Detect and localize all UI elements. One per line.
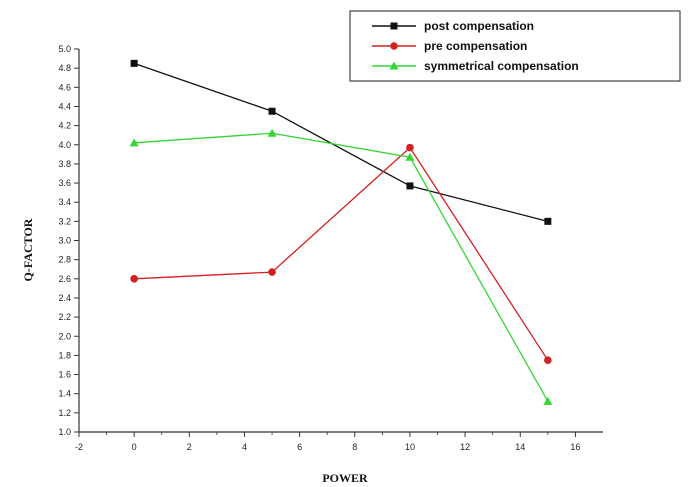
y-tick-label: 4.8 bbox=[58, 63, 71, 73]
y-tick-label: 1.4 bbox=[58, 389, 71, 399]
legend-entry-symmetrical-compensation: symmetrical compensation bbox=[372, 59, 579, 73]
x-axis-title: POWER bbox=[322, 471, 368, 485]
x-tick-label: 16 bbox=[570, 442, 580, 452]
y-tick-label: 4.4 bbox=[58, 101, 71, 111]
series-line-pre-compensation bbox=[134, 146, 549, 361]
data-point-pre-compensation bbox=[268, 268, 276, 276]
legend-marker bbox=[390, 42, 398, 50]
y-tick-label: 5.0 bbox=[58, 44, 71, 54]
data-point-symmetrical-compensation bbox=[405, 152, 415, 161]
data-point-pre-compensation bbox=[130, 275, 138, 283]
y-tick-label: 1.2 bbox=[58, 408, 71, 418]
y-tick-label: 3.4 bbox=[58, 197, 71, 207]
legend-label: pre compensation bbox=[424, 39, 527, 53]
series-line-symmetrical-compensation bbox=[134, 132, 549, 402]
x-axis-ticks: -2 0 2 4 6 8 10 12 14 16 bbox=[75, 432, 580, 452]
y-tick-label: 3.2 bbox=[58, 216, 71, 226]
y-tick-label: 1.8 bbox=[58, 350, 71, 360]
chart-axes bbox=[78, 49, 603, 433]
x-tick-label: 6 bbox=[297, 442, 302, 452]
x-tick-label: 8 bbox=[352, 442, 357, 452]
series-layer bbox=[129, 59, 553, 405]
x-tick-label: 12 bbox=[460, 442, 470, 452]
data-point-post-compensation bbox=[268, 107, 276, 115]
data-point-post-compensation bbox=[130, 59, 138, 67]
legend-entry-pre-compensation: pre compensation bbox=[372, 39, 527, 53]
x-tick-label: 10 bbox=[405, 442, 415, 452]
legend-marker bbox=[389, 61, 399, 70]
series-line-post-compensation bbox=[133, 62, 549, 222]
data-point-symmetrical-compensation bbox=[543, 396, 553, 405]
y-tick-label: 1.0 bbox=[58, 427, 71, 437]
y-tick-label: 2.2 bbox=[58, 312, 71, 322]
y-tick-label: 3.0 bbox=[58, 236, 71, 246]
series-post-compensation bbox=[130, 59, 552, 225]
data-point-symmetrical-compensation bbox=[267, 128, 277, 137]
y-tick-label: 2.0 bbox=[58, 331, 71, 341]
series-symmetrical-compensation bbox=[129, 128, 553, 405]
y-tick-label: 3.8 bbox=[58, 159, 71, 169]
x-tick-label: 0 bbox=[132, 442, 137, 452]
y-tick-label: 2.4 bbox=[58, 293, 71, 303]
y-tick-label: 1.6 bbox=[58, 370, 71, 380]
data-point-pre-compensation bbox=[406, 143, 414, 152]
legend-entry-post-compensation: post compensation bbox=[372, 19, 534, 33]
y-tick-label: 4.2 bbox=[58, 121, 71, 131]
legend-label: symmetrical compensation bbox=[424, 59, 579, 73]
y-tick-label: 4.0 bbox=[58, 140, 71, 150]
y-tick-label: 3.6 bbox=[58, 178, 71, 188]
legend-marker bbox=[390, 22, 398, 30]
y-tick-label: 2.6 bbox=[58, 274, 71, 284]
data-point-post-compensation bbox=[544, 217, 552, 225]
y-axis-ticks: 1.0 1.2 1.4 1.6 1.8 2.0 2.2 2.4 2.6 2.8 3.0 3.2 3.4 3… bbox=[58, 44, 79, 437]
data-point-pre-compensation bbox=[544, 356, 552, 364]
y-tick-label: 4.6 bbox=[58, 82, 71, 92]
legend-label: post compensation bbox=[424, 19, 534, 33]
x-tick-label: 4 bbox=[242, 442, 247, 452]
y-tick-label: 2.8 bbox=[58, 255, 71, 265]
x-tick-label: 2 bbox=[187, 442, 192, 452]
data-point-symmetrical-compensation bbox=[129, 138, 139, 147]
x-tick-label: 14 bbox=[515, 442, 525, 452]
legend: post compensation pre compensation symmetr… bbox=[349, 10, 681, 82]
x-tick-label: -2 bbox=[75, 442, 83, 452]
y-axis-title: Q-FACTOR bbox=[21, 218, 35, 281]
series-pre-compensation bbox=[130, 143, 552, 364]
data-point-post-compensation bbox=[406, 182, 414, 190]
